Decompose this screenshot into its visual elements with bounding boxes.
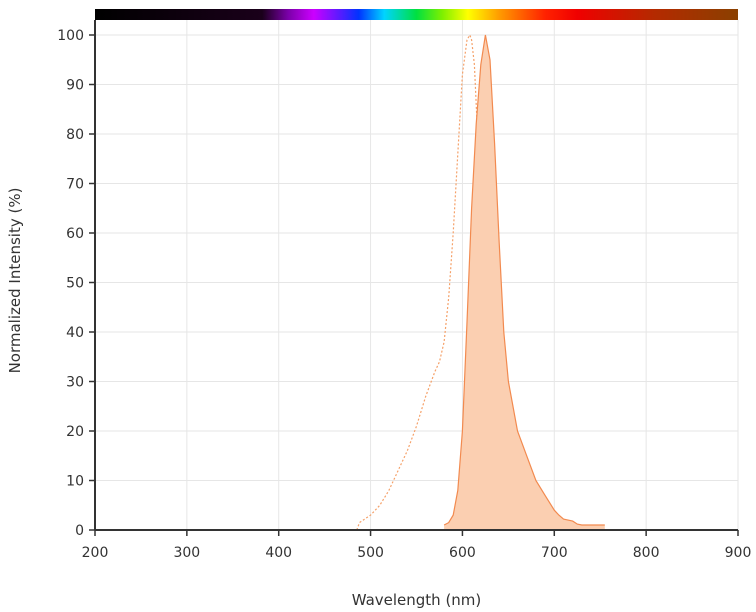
- x-tick-label: 800: [633, 545, 660, 561]
- y-tick-label: 0: [75, 523, 84, 539]
- y-tick-label: 40: [66, 325, 84, 341]
- x-tick-label: 700: [541, 545, 568, 561]
- y-tick-label: 60: [66, 226, 84, 242]
- y-tick-label: 100: [57, 28, 84, 44]
- x-tick-label: 900: [725, 545, 752, 561]
- axes: [89, 20, 739, 536]
- wavelength-color-bar: [95, 9, 738, 20]
- y-tick-label: 50: [66, 276, 84, 292]
- series-layer: [356, 33, 605, 531]
- x-tick-label: 400: [265, 545, 292, 561]
- y-tick-label: 10: [66, 474, 84, 490]
- x-tick-label: 600: [449, 545, 476, 561]
- y-tick-label: 30: [66, 375, 84, 391]
- y-tick-label: 90: [66, 78, 84, 94]
- emission-line: [443, 34, 605, 526]
- x-tick-label: 200: [82, 545, 109, 561]
- x-axis-title: Wavelength (nm): [352, 591, 482, 609]
- excitation-line: [356, 33, 505, 531]
- y-tick-label: 80: [66, 127, 84, 143]
- emission-area: [444, 35, 605, 530]
- x-tick-label: 300: [173, 545, 200, 561]
- y-axis-title: Normalized Intensity (%): [6, 188, 24, 374]
- y-tick-label: 20: [66, 424, 84, 440]
- grid-lines: [94, 20, 739, 531]
- y-tick-label: 70: [66, 177, 84, 193]
- tick-labels: 200 300 400 500 600 700 800 900 0 10 20 30 40 50 60 70 8…: [57, 28, 751, 561]
- x-tick-label: 500: [357, 545, 384, 561]
